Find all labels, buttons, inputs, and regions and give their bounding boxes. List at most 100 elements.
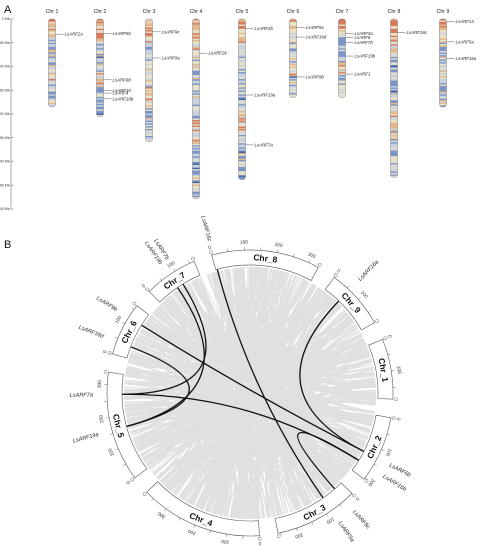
gene-marker-lsarf2b: LsARF2b — [245, 26, 273, 31]
circos-gene-label: LsARF16d — [78, 325, 106, 340]
density-band — [338, 83, 346, 86]
density-band — [338, 48, 346, 51]
segment-tick — [358, 297, 361, 300]
chromosome-title: Chr 6 — [287, 9, 300, 15]
density-band — [439, 48, 447, 50]
density-band — [439, 20, 447, 23]
density-band — [96, 38, 104, 41]
segment-band — [368, 339, 394, 400]
density-band — [192, 79, 200, 82]
chromosome-chr-1: Chr 1 LsARF2a — [46, 9, 83, 108]
density-band — [192, 21, 200, 24]
density-band — [238, 59, 246, 62]
density-band — [238, 99, 246, 102]
segment-tick-label: 100 — [359, 290, 369, 300]
density-band — [192, 47, 200, 49]
density-band — [338, 19, 346, 21]
density-band — [145, 91, 153, 94]
density-band — [390, 94, 398, 97]
density-band — [289, 20, 297, 23]
density-band — [192, 52, 200, 55]
density-band — [238, 24, 246, 27]
density-band — [96, 88, 104, 91]
segment-tick — [280, 532, 282, 536]
density-band — [48, 31, 56, 34]
density-band — [439, 45, 447, 48]
density-band — [390, 130, 398, 133]
density-band — [338, 69, 346, 72]
density-band — [48, 78, 56, 81]
density-band — [96, 53, 104, 56]
density-band — [145, 38, 153, 41]
density-band — [338, 35, 346, 38]
density-band — [238, 106, 246, 109]
density-band — [48, 21, 56, 24]
segment-band — [274, 482, 353, 534]
segment-tick-label: 200 — [274, 242, 283, 249]
density-band — [238, 155, 246, 158]
density-band — [238, 162, 246, 165]
segment-end-marker — [142, 492, 147, 496]
density-band — [96, 42, 104, 45]
density-band — [390, 140, 398, 143]
segment-tick-label: 100 — [240, 240, 249, 246]
density-band — [390, 174, 398, 177]
density-band — [192, 111, 200, 114]
density-band — [96, 109, 104, 112]
density-band — [96, 27, 104, 30]
density-band — [238, 72, 246, 74]
segment-band — [351, 414, 392, 480]
density-band — [390, 157, 398, 160]
density-band — [48, 28, 56, 31]
density-band — [289, 28, 297, 31]
segment-tick-label: 100 — [221, 538, 230, 545]
density-band — [145, 31, 153, 34]
density-band — [48, 91, 56, 94]
density-band — [390, 38, 398, 41]
gene-label: LsARF2b — [209, 51, 228, 56]
density-band — [289, 63, 297, 66]
density-band — [96, 66, 104, 68]
ruler-tick-label: 350 Mb — [0, 183, 10, 187]
density-band — [96, 73, 104, 75]
density-band — [48, 20, 56, 23]
gene-label: LsARF6b — [113, 77, 132, 82]
density-band — [338, 86, 346, 88]
density-band — [145, 69, 153, 71]
background-link — [137, 431, 237, 519]
density-band — [238, 97, 246, 99]
segment-tick — [115, 448, 119, 451]
density-band — [338, 95, 346, 98]
density-band — [238, 62, 246, 64]
density-band — [96, 114, 104, 117]
density-band — [238, 92, 246, 95]
density-band — [390, 24, 398, 27]
density-band — [96, 105, 104, 107]
density-band — [289, 94, 297, 97]
segment-band — [211, 249, 319, 281]
density-band — [439, 105, 447, 107]
density-band — [390, 39, 398, 42]
density-band — [289, 25, 297, 28]
density-band — [96, 67, 104, 70]
chromosome-chr-4: Chr 4 LsARF2b — [190, 9, 228, 199]
duplication-link — [297, 431, 360, 490]
density-band — [238, 34, 246, 37]
density-band — [192, 20, 200, 23]
density-bands — [238, 19, 246, 180]
density-band — [439, 70, 447, 73]
segment-end-marker — [334, 273, 338, 277]
density-band — [192, 177, 200, 180]
density-band — [238, 118, 246, 120]
segment-end-marker — [391, 416, 396, 421]
density-band — [192, 180, 200, 183]
density-band — [238, 158, 246, 161]
density-band — [338, 90, 346, 93]
density-band — [96, 48, 104, 50]
density-band — [390, 149, 398, 151]
density-band — [192, 155, 200, 157]
gene-marker-lsarf16c: LsARF16c — [397, 30, 428, 35]
circos-gene-label: LsARF9c — [351, 509, 371, 530]
density-band — [390, 37, 398, 39]
